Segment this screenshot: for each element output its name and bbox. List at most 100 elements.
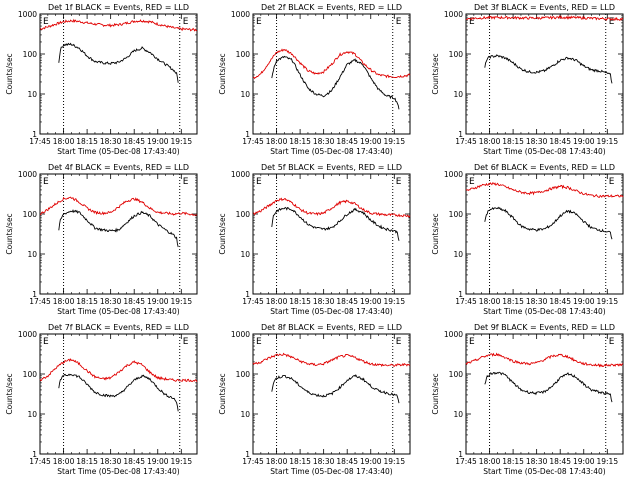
x-tick-label: 17:45	[242, 137, 264, 146]
lld-series-line	[39, 196, 198, 217]
y-tick-label: 10	[240, 250, 250, 259]
y-tick-label: 1	[458, 450, 463, 459]
event-marker-label: E	[43, 17, 49, 27]
x-tick-label: 19:15	[170, 137, 192, 146]
panel-title: Det 7f BLACK = Events, RED = LLD	[48, 323, 189, 332]
x-tick-label: 18:30	[100, 137, 122, 146]
x-tick-label: 18:00	[53, 297, 75, 306]
x-tick-label: 18:45	[549, 297, 571, 306]
x-tick-label: 18:30	[526, 297, 548, 306]
x-tick-label: 18:15	[289, 457, 311, 466]
lld-series-line	[252, 352, 411, 368]
y-tick-label: 100	[449, 370, 464, 379]
x-tick-label: 18:45	[336, 457, 358, 466]
events-series-line	[484, 371, 613, 403]
events-series-line	[271, 206, 400, 241]
panel-title: Det 3f BLACK = Events, RED = LLD	[474, 3, 615, 12]
x-axis-label: Start Time (05-Dec-08 17:43:40)	[270, 147, 392, 156]
panel-title: Det 8f BLACK = Events, RED = LLD	[261, 323, 402, 332]
y-axis-label: Counts/sec	[5, 53, 14, 94]
y-tick-label: 1000	[231, 10, 250, 19]
event-marker-label: E	[396, 177, 402, 187]
x-tick-label: 19:00	[360, 457, 382, 466]
detector-panel-2: Det 2f BLACK = Events, RED = LLD 1 10 100 10…	[218, 3, 411, 156]
event-marker-label: E	[183, 337, 189, 347]
y-tick-label: 10	[27, 410, 37, 419]
y-tick-label: 1	[458, 290, 463, 299]
x-axis-label: Start Time (05-Dec-08 17:43:40)	[483, 147, 605, 156]
y-axis-label: Counts/sec	[431, 373, 440, 414]
y-axis-label: Counts/sec	[431, 53, 440, 94]
x-tick-label: 19:00	[147, 457, 169, 466]
x-tick-label: 17:45	[242, 457, 264, 466]
x-tick-label: 18:15	[289, 137, 311, 146]
y-tick-label: 10	[240, 410, 250, 419]
event-marker-label: E	[256, 177, 262, 187]
x-tick-label: 19:15	[596, 297, 618, 306]
y-tick-label: 1000	[444, 170, 463, 179]
events-series-line	[271, 374, 400, 404]
y-tick-label: 1000	[444, 330, 463, 339]
event-marker-label: E	[43, 177, 49, 187]
y-tick-label: 1000	[18, 330, 37, 339]
x-tick-label: 19:15	[596, 457, 618, 466]
event-marker-label: E	[396, 17, 402, 27]
x-tick-label: 18:30	[526, 137, 548, 146]
lld-series-line	[39, 358, 198, 383]
y-axis-label: Counts/sec	[218, 373, 227, 414]
x-tick-label: 18:00	[53, 457, 75, 466]
event-marker-label: E	[43, 337, 49, 347]
y-tick-label: 1000	[18, 170, 37, 179]
x-axis-label: Start Time (05-Dec-08 17:43:40)	[483, 467, 605, 476]
panel-title: Det 1f BLACK = Events, RED = LLD	[48, 3, 189, 12]
y-tick-label: 1	[32, 130, 37, 139]
x-tick-label: 18:30	[526, 457, 548, 466]
events-series-line	[484, 206, 613, 240]
y-axis-label: Counts/sec	[5, 373, 14, 414]
lld-series-line	[465, 352, 624, 368]
x-tick-label: 19:00	[573, 457, 595, 466]
detector-panel-7: Det 7f BLACK = Events, RED = LLD 1 10 100 10…	[5, 323, 198, 476]
x-tick-label: 18:00	[479, 457, 501, 466]
detector-panel-8: Det 8f BLACK = Events, RED = LLD 1 10 100 10…	[218, 323, 411, 476]
y-tick-label: 1	[245, 130, 250, 139]
x-tick-label: 18:30	[313, 457, 335, 466]
y-tick-label: 100	[236, 210, 251, 219]
lld-series-line	[465, 15, 623, 22]
y-tick-label: 10	[453, 250, 463, 259]
x-tick-label: 18:15	[76, 297, 98, 306]
x-tick-label: 18:30	[313, 297, 335, 306]
x-tick-label: 19:15	[383, 297, 405, 306]
lld-series-line	[465, 182, 624, 198]
event-marker-label: E	[183, 17, 189, 27]
event-marker-label: E	[609, 17, 615, 27]
event-marker-label: E	[469, 177, 475, 187]
y-tick-label: 100	[449, 210, 464, 219]
y-tick-label: 100	[23, 210, 38, 219]
y-tick-label: 1	[245, 450, 250, 459]
detector-panel-4: Det 4f BLACK = Events, RED = LLD 1 10 100 10…	[5, 163, 198, 316]
x-tick-label: 19:15	[596, 137, 618, 146]
x-tick-label: 17:45	[29, 137, 51, 146]
x-tick-label: 18:45	[123, 137, 145, 146]
event-marker-label: E	[609, 337, 615, 347]
x-tick-label: 18:30	[313, 137, 335, 146]
x-tick-label: 18:00	[266, 137, 288, 146]
detector-panel-1: Det 1f BLACK = Events, RED = LLD 1 10 100 10…	[5, 3, 198, 156]
x-tick-label: 17:45	[29, 297, 51, 306]
y-axis-label: Counts/sec	[431, 213, 440, 254]
x-axis-label: Start Time (05-Dec-08 17:43:40)	[483, 307, 605, 316]
x-tick-label: 18:15	[502, 137, 524, 146]
y-tick-label: 10	[453, 410, 463, 419]
panel-title: Det 5f BLACK = Events, RED = LLD	[261, 163, 402, 172]
x-tick-label: 18:45	[549, 137, 571, 146]
x-tick-label: 18:15	[76, 457, 98, 466]
lld-series-line	[39, 18, 197, 32]
panel-title: Det 4f BLACK = Events, RED = LLD	[48, 163, 189, 172]
x-tick-label: 18:45	[123, 457, 145, 466]
event-marker-label: E	[469, 337, 475, 347]
y-tick-label: 100	[23, 50, 38, 59]
y-tick-label: 1000	[18, 10, 37, 19]
x-tick-label: 17:45	[242, 297, 264, 306]
